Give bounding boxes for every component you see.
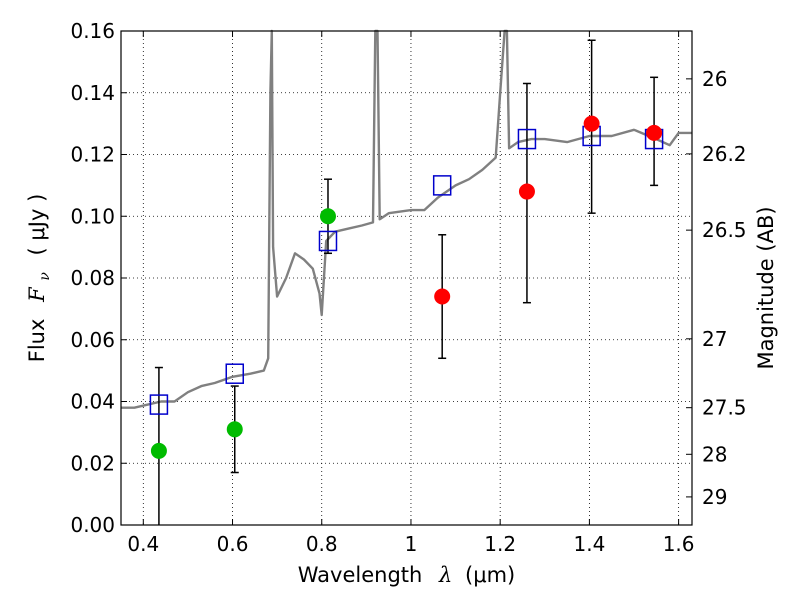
y-tick-label: 0.12 (70, 143, 115, 167)
y2-tick-label: 27 (702, 327, 727, 351)
x-tick-label: 1.6 (663, 532, 695, 556)
x-tick-label: 1.2 (484, 532, 516, 556)
y2-tick-label: 29 (702, 485, 727, 509)
grid (121, 31, 692, 525)
y-axis-title-symbol: F (25, 286, 49, 303)
y-axis-title-text: Flux (25, 319, 49, 363)
photometry-point (518, 183, 535, 200)
model-spectrum-line (121, 29, 692, 409)
x-axis-title-unit: (μm) (465, 563, 515, 587)
x-tick-label: 1.4 (573, 532, 605, 556)
synthetic-photometry-square (225, 363, 245, 384)
model-spectrum-layer (121, 29, 692, 409)
y-tick-label: 0.02 (70, 451, 115, 475)
y-axis-title-unit: ( μJy ) (25, 194, 49, 256)
y-tick-label: 0.16 (70, 19, 115, 43)
y2-tick-label: 27.5 (702, 396, 747, 420)
synthetic-photometry-square (149, 394, 169, 415)
photometry-point (226, 421, 243, 438)
y2-tick-label: 28 (702, 442, 727, 466)
tick-layer: 0.4 0.6 0.8 1 1.2 1.4 1.6 0.00 0.02 0.04 0.06 0.08 0… (70, 19, 746, 556)
y-tick-label: 0.00 (70, 513, 115, 537)
plot-frame (120, 30, 693, 526)
errorbar-layer (154, 39, 659, 525)
photometry-layer (150, 115, 663, 459)
x-axis-title: Wavelength λ (μm) (298, 563, 515, 587)
y-tick-label: 0.04 (70, 390, 115, 414)
x-axis-title-text: Wavelength (298, 563, 423, 587)
synthetic-photometry-square (432, 175, 452, 196)
x-tick-label: 0.8 (306, 532, 338, 556)
x-tick-label: 1 (405, 532, 418, 556)
photometry-point (434, 288, 451, 305)
x-tick-label: 0.4 (127, 532, 159, 556)
y-tick-label: 0.14 (70, 81, 115, 105)
y-tick-label: 0.08 (70, 266, 115, 290)
photometry-point (583, 115, 600, 132)
synthetic-photometry-layer (149, 125, 664, 415)
y2-tick-label: 26.2 (702, 142, 747, 166)
y2-tick-label: 26 (702, 67, 727, 91)
x-tick-label: 0.6 (217, 532, 249, 556)
y-tick-label: 0.06 (70, 328, 115, 352)
x-axis-title-symbol: λ (438, 563, 452, 587)
y2-tick-label: 26.5 (702, 218, 747, 242)
photometry-point (319, 208, 336, 225)
photometry-point (646, 124, 663, 141)
y-tick-label: 0.10 (70, 204, 115, 228)
photometry-point (150, 442, 167, 459)
y2-axis-title: Magnitude (AB) (754, 206, 778, 369)
y-axis-title-subscript: ν (37, 272, 53, 281)
y-axis-title: Flux F ν ( μJy ) (25, 194, 54, 363)
synthetic-photometry-square (318, 230, 338, 252)
synthetic-photometry-square (517, 128, 537, 150)
